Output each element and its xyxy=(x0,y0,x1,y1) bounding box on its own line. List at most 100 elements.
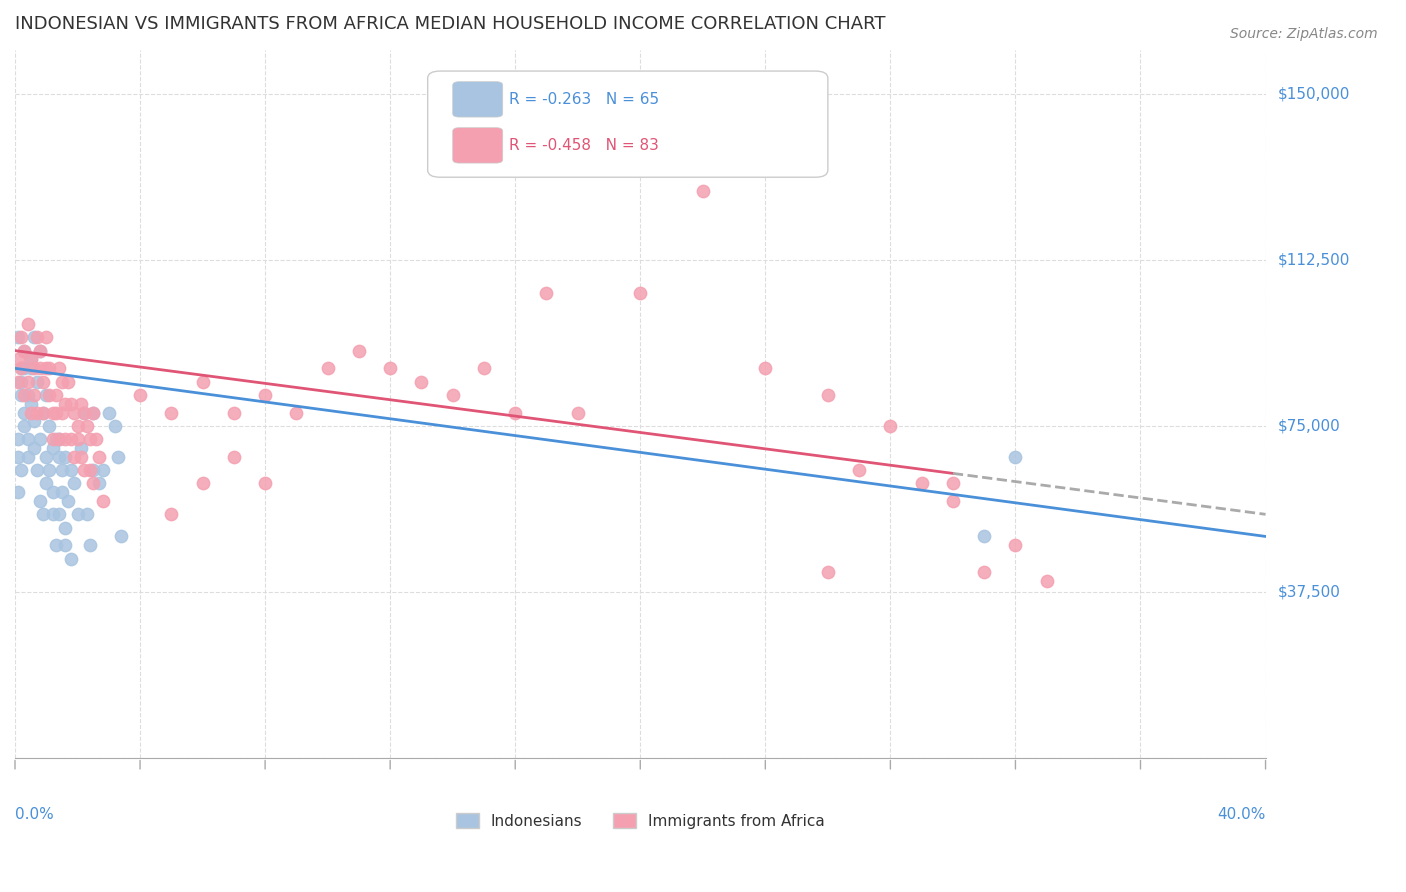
FancyBboxPatch shape xyxy=(453,82,503,117)
Point xyxy=(25,330,48,344)
Point xyxy=(32,375,55,389)
Point xyxy=(35,330,58,344)
Point xyxy=(17,388,39,402)
Point xyxy=(91,494,114,508)
Point xyxy=(411,375,433,389)
Point xyxy=(973,565,995,579)
Point xyxy=(973,529,995,543)
Point xyxy=(17,450,39,464)
Point xyxy=(222,406,245,420)
FancyBboxPatch shape xyxy=(427,71,828,178)
Text: Source: ZipAtlas.com: Source: ZipAtlas.com xyxy=(1230,27,1378,41)
Point xyxy=(25,463,48,477)
Point xyxy=(53,538,76,552)
Text: $112,500: $112,500 xyxy=(1278,252,1350,268)
Point xyxy=(73,463,96,477)
Point xyxy=(160,508,183,522)
Point xyxy=(191,375,214,389)
Point xyxy=(28,361,51,376)
Point xyxy=(25,406,48,420)
Point xyxy=(60,551,83,566)
Point xyxy=(35,476,58,491)
Point xyxy=(82,406,104,420)
Point xyxy=(7,352,30,367)
Point xyxy=(28,432,51,446)
Point xyxy=(53,520,76,534)
Title: INDONESIAN VS IMMIGRANTS FROM AFRICA MEDIAN HOUSEHOLD INCOME CORRELATION CHART: INDONESIAN VS IMMIGRANTS FROM AFRICA MED… xyxy=(15,15,886,33)
Point xyxy=(567,406,589,420)
Point xyxy=(89,476,111,491)
Point xyxy=(22,388,45,402)
Point xyxy=(28,494,51,508)
Point xyxy=(13,343,35,358)
Point xyxy=(17,375,39,389)
Point xyxy=(76,508,98,522)
Text: 40.0%: 40.0% xyxy=(1218,807,1265,822)
Point xyxy=(20,352,42,367)
Point xyxy=(79,432,101,446)
Point xyxy=(41,406,63,420)
Point xyxy=(1004,538,1026,552)
Point xyxy=(66,432,89,446)
Point xyxy=(628,286,651,301)
Point xyxy=(254,476,277,491)
Point xyxy=(48,432,70,446)
Point xyxy=(692,185,714,199)
Point xyxy=(817,565,839,579)
Point xyxy=(10,361,32,376)
Point xyxy=(45,388,67,402)
Point xyxy=(503,406,526,420)
Point xyxy=(60,463,83,477)
Point xyxy=(53,397,76,411)
Point xyxy=(17,432,39,446)
Point xyxy=(35,361,58,376)
Legend: Indonesians, Immigrants from Africa: Indonesians, Immigrants from Africa xyxy=(450,806,831,835)
Point xyxy=(10,388,32,402)
Point xyxy=(91,463,114,477)
Point xyxy=(63,476,86,491)
Point xyxy=(89,450,111,464)
Text: R = -0.263   N = 65: R = -0.263 N = 65 xyxy=(509,92,659,107)
Point xyxy=(22,414,45,428)
Point xyxy=(82,463,104,477)
Point xyxy=(41,441,63,455)
Point xyxy=(28,343,51,358)
Point xyxy=(107,450,129,464)
Point xyxy=(76,418,98,433)
Point xyxy=(69,441,91,455)
Point xyxy=(32,406,55,420)
Point xyxy=(10,463,32,477)
Point xyxy=(82,476,104,491)
Text: $37,500: $37,500 xyxy=(1278,584,1341,599)
Point xyxy=(41,432,63,446)
Point xyxy=(20,397,42,411)
Point xyxy=(222,450,245,464)
Point xyxy=(20,361,42,376)
Point xyxy=(32,508,55,522)
Point xyxy=(79,463,101,477)
Point xyxy=(7,485,30,500)
Point xyxy=(911,476,934,491)
Point xyxy=(20,406,42,420)
Point xyxy=(38,388,60,402)
Point xyxy=(53,432,76,446)
Point xyxy=(536,286,558,301)
Point xyxy=(104,418,127,433)
Point xyxy=(316,361,339,376)
Point xyxy=(22,361,45,376)
Point xyxy=(848,463,870,477)
Point xyxy=(63,406,86,420)
Point xyxy=(754,361,776,376)
Point xyxy=(13,361,35,376)
Point xyxy=(254,388,277,402)
Point xyxy=(60,432,83,446)
Point xyxy=(69,397,91,411)
Point xyxy=(35,388,58,402)
Point xyxy=(110,529,132,543)
Point xyxy=(35,450,58,464)
Point xyxy=(56,375,79,389)
Point xyxy=(38,361,60,376)
Point xyxy=(942,476,965,491)
Point xyxy=(45,432,67,446)
Point xyxy=(441,388,464,402)
